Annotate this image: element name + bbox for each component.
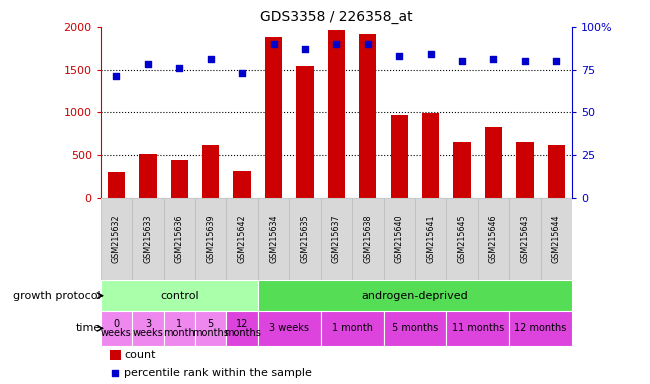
Point [205,56,216,63]
Bar [391,115,408,198]
Bar [516,142,534,198]
Bar [454,142,471,198]
Bar [226,198,258,280]
Bar [202,145,219,198]
Bar [509,311,572,346]
Text: GSM215643: GSM215643 [521,215,529,263]
Point [143,61,153,68]
Bar [132,198,164,280]
Bar [195,311,226,346]
Bar [320,198,352,280]
Text: GSM215640: GSM215640 [395,215,404,263]
Bar [478,198,509,280]
Bar [447,311,509,346]
Bar [509,198,541,280]
Bar [265,37,282,198]
Text: 12 months: 12 months [514,323,567,333]
Point [300,46,310,52]
Bar [485,127,502,198]
Text: GSM215634: GSM215634 [269,215,278,263]
Bar [352,198,383,280]
Point [111,73,122,79]
Title: GDS3358 / 226358_at: GDS3358 / 226358_at [260,10,413,25]
Text: 12
months: 12 months [224,319,261,338]
Text: time: time [75,323,101,333]
Point [268,41,279,47]
Text: 5
months: 5 months [192,319,229,338]
Bar [320,311,384,346]
Bar [415,198,447,280]
Bar [359,34,376,198]
Point [363,41,373,47]
Text: 3 weeks: 3 weeks [269,323,309,333]
Bar [195,198,226,280]
Text: GSM215645: GSM215645 [458,215,467,263]
Text: 1 month: 1 month [332,323,372,333]
Text: GSM215642: GSM215642 [238,215,246,263]
Bar [101,311,132,346]
Text: 0
weeks: 0 weeks [101,319,132,338]
Point [457,58,467,64]
Bar [108,172,125,198]
Text: androgen-deprived: androgen-deprived [361,291,468,301]
Bar [110,351,120,360]
Point [488,56,499,63]
Text: GSM215641: GSM215641 [426,215,435,263]
Point [331,41,342,47]
Text: 11 months: 11 months [452,323,504,333]
Bar [164,198,195,280]
Bar [384,311,447,346]
Text: percentile rank within the sample: percentile rank within the sample [124,367,312,377]
Bar [296,66,313,198]
Point [520,58,530,64]
Bar [101,280,258,311]
Point [551,58,562,64]
Bar [132,311,164,346]
Point [394,53,404,59]
Text: GSM215638: GSM215638 [363,215,372,263]
Bar [226,311,258,346]
Bar [328,30,345,198]
Text: growth protocol: growth protocol [13,291,101,301]
Bar [258,198,289,280]
Text: GSM215635: GSM215635 [300,215,309,263]
Point [425,51,436,57]
Text: 5 months: 5 months [392,323,438,333]
Point [237,70,247,76]
Bar [139,154,157,198]
Point [174,65,185,71]
Bar [422,113,439,198]
Text: GSM215636: GSM215636 [175,215,184,263]
Text: GSM215637: GSM215637 [332,215,341,263]
Bar [101,198,132,280]
Text: GSM215639: GSM215639 [206,215,215,263]
Bar [384,198,415,280]
Bar [541,198,572,280]
Text: 1
month: 1 month [163,319,195,338]
Text: count: count [124,350,156,360]
Bar [447,198,478,280]
Bar [171,160,188,198]
Bar [258,311,320,346]
Text: GSM215644: GSM215644 [552,215,561,263]
Text: GSM215633: GSM215633 [144,215,152,263]
Text: GSM215632: GSM215632 [112,215,121,263]
Text: GSM215646: GSM215646 [489,215,498,263]
Bar [289,198,320,280]
Point [110,369,120,376]
Bar [548,145,565,198]
Bar [258,280,572,311]
Bar [164,311,195,346]
Bar [233,171,251,198]
Text: 3
weeks: 3 weeks [133,319,163,338]
Text: control: control [160,291,199,301]
